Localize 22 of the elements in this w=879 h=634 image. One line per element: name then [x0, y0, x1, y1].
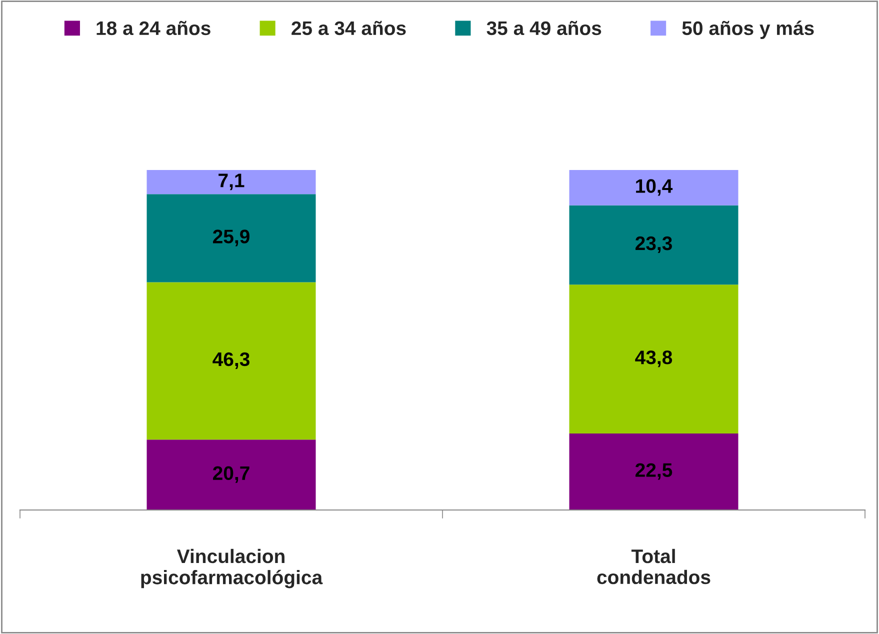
bar: [146, 170, 316, 194]
bar: [569, 170, 738, 206]
bar: [569, 205, 738, 285]
data-label: 25,9: [213, 230, 250, 246]
bar: [146, 194, 316, 282]
legend-label: 35 a 49 años: [486, 20, 602, 36]
data-label: 7,1: [218, 174, 244, 190]
data-label: 20,7: [213, 466, 250, 483]
bar: [146, 440, 316, 510]
data-label: 23,3: [636, 236, 672, 254]
bar: [569, 284, 738, 434]
data-label: 10,4: [636, 179, 673, 196]
legend-label: 18 a 24 años: [96, 20, 210, 36]
bar: [146, 282, 316, 440]
x-tick-label: Vinculacion psicofarmacológica: [141, 548, 323, 588]
bar: [569, 434, 738, 510]
x-tick-label: Total condenados: [597, 548, 710, 584]
data-label: 43,8: [635, 350, 672, 368]
data-label: 22,5: [636, 463, 672, 480]
legend-label: 25 a 34 años: [292, 20, 406, 36]
legend-label: 50 años y más: [682, 20, 814, 39]
data-label: 46,3: [212, 352, 250, 369]
